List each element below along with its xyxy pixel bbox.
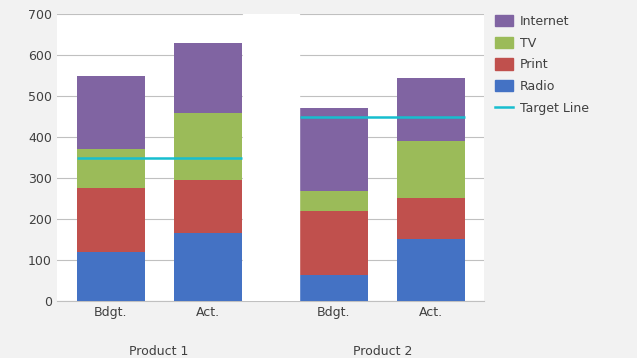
Bar [397,198,465,240]
Bar [397,78,465,141]
Bar [174,180,241,233]
Bar [397,240,465,301]
Text: Product 2: Product 2 [353,345,412,358]
Bar [300,275,368,301]
Bar [300,108,368,191]
Text: Product 1: Product 1 [129,345,189,358]
Bar [174,43,241,113]
Legend: Internet, TV, Print, Radio, Target Line: Internet, TV, Print, Radio, Target Line [495,15,589,115]
Bar [300,191,368,211]
Bar [174,113,241,180]
Bar [243,14,299,301]
Bar [76,76,145,149]
Bar [174,233,241,301]
Bar [76,252,145,301]
Bar [397,141,465,198]
Bar [300,211,368,275]
Bar [76,149,145,188]
Bar [76,188,145,252]
